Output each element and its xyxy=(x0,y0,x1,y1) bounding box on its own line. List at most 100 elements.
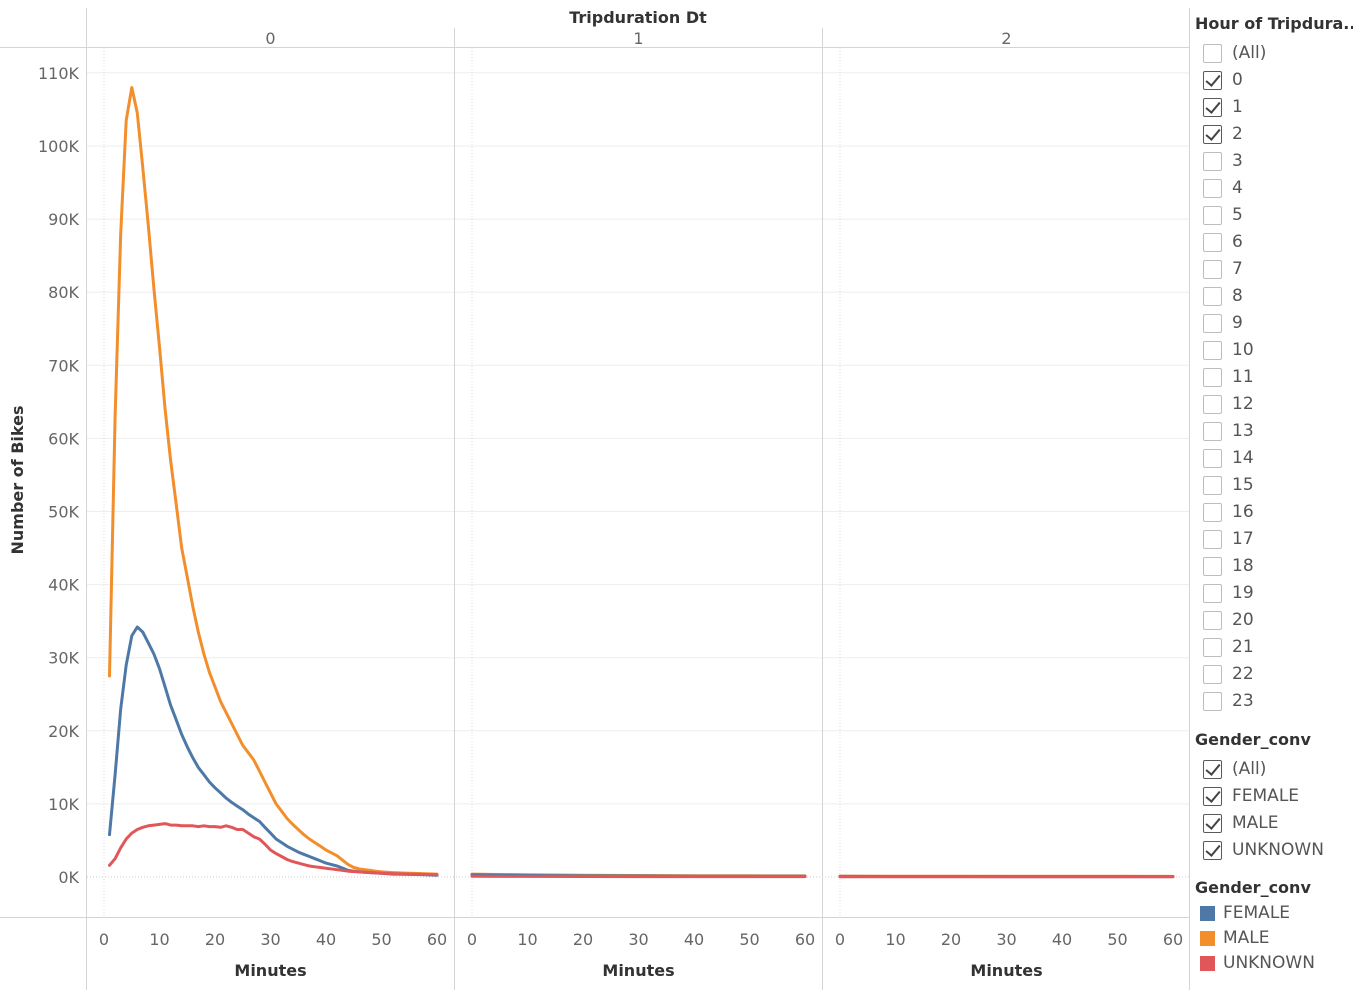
checkbox[interactable] xyxy=(1203,152,1222,171)
hour-filter-option[interactable]: 13 xyxy=(1203,418,1254,444)
checked-checkbox[interactable] xyxy=(1203,787,1222,806)
checkbox[interactable] xyxy=(1203,44,1222,63)
x-axis-title: Minutes xyxy=(234,961,306,980)
hour-filter-option[interactable]: 5 xyxy=(1203,202,1243,228)
hour-filter-option[interactable]: 10 xyxy=(1203,337,1254,363)
y-axis-title: Number of Bikes xyxy=(8,405,27,554)
legend-item[interactable]: UNKNOWN xyxy=(1200,951,1315,975)
hour-filter-option[interactable]: 21 xyxy=(1203,634,1254,660)
hour-filter-option-label: 19 xyxy=(1232,583,1254,603)
checkbox[interactable] xyxy=(1203,206,1222,225)
panel-header: 1 xyxy=(633,29,643,48)
legend-label: FEMALE xyxy=(1223,903,1290,923)
hour-filter-option-label: 13 xyxy=(1232,421,1254,441)
x-tick-label: 0 xyxy=(467,930,477,949)
hour-filter-option-label: 12 xyxy=(1232,394,1254,414)
hour-filter-option[interactable]: 3 xyxy=(1203,148,1243,174)
checkbox[interactable] xyxy=(1203,449,1222,468)
gender-filter-option[interactable]: (All) xyxy=(1203,756,1266,782)
checkbox[interactable] xyxy=(1203,260,1222,279)
hour-filter-option[interactable]: 16 xyxy=(1203,499,1254,525)
legend-label: MALE xyxy=(1223,928,1270,948)
checkbox[interactable] xyxy=(1203,476,1222,495)
hour-filter-option[interactable]: 0 xyxy=(1203,67,1243,93)
hour-filter-option[interactable]: 1 xyxy=(1203,94,1243,120)
hour-filter-option-label: 6 xyxy=(1232,232,1243,252)
checkbox[interactable] xyxy=(1203,341,1222,360)
checkbox[interactable] xyxy=(1203,503,1222,522)
hour-filter-option[interactable]: 23 xyxy=(1203,688,1254,714)
hour-filter-option[interactable]: 12 xyxy=(1203,391,1254,417)
checked-checkbox[interactable] xyxy=(1203,841,1222,860)
series-line-female-panel-0 xyxy=(110,627,438,875)
legend-title: Gender_conv xyxy=(1195,878,1353,897)
hour-filter-option[interactable]: 8 xyxy=(1203,283,1243,309)
checked-checkbox[interactable] xyxy=(1203,760,1222,779)
x-tick-label: 10 xyxy=(149,930,169,949)
hour-filter-option[interactable]: 18 xyxy=(1203,553,1254,579)
checkbox[interactable] xyxy=(1203,287,1222,306)
hour-filter-option[interactable]: 15 xyxy=(1203,472,1254,498)
hour-filter-option[interactable]: 4 xyxy=(1203,175,1243,201)
gender-filter-option[interactable]: MALE xyxy=(1203,810,1279,836)
x-tick-label: 40 xyxy=(1052,930,1072,949)
x-axis-title: Minutes xyxy=(970,961,1042,980)
x-tick-label: 50 xyxy=(371,930,391,949)
checkbox[interactable] xyxy=(1203,584,1222,603)
hour-filter-option-label: 15 xyxy=(1232,475,1254,495)
y-tick-label: 30K xyxy=(48,649,79,668)
hour-filter-option[interactable]: 2 xyxy=(1203,121,1243,147)
checkbox[interactable] xyxy=(1203,692,1222,711)
checkbox[interactable] xyxy=(1203,314,1222,333)
hour-filter-option[interactable]: 14 xyxy=(1203,445,1254,471)
legend-item[interactable]: MALE xyxy=(1200,926,1270,950)
hour-filter-option[interactable]: 11 xyxy=(1203,364,1254,390)
hour-filter-option[interactable]: 6 xyxy=(1203,229,1243,255)
hour-filter-option[interactable]: 22 xyxy=(1203,661,1254,687)
checkbox[interactable] xyxy=(1203,233,1222,252)
checkbox[interactable] xyxy=(1203,557,1222,576)
hour-filter-option-label: 8 xyxy=(1232,286,1243,306)
checkbox[interactable] xyxy=(1203,179,1222,198)
x-tick-label: 0 xyxy=(99,930,109,949)
gender-filter-option[interactable]: FEMALE xyxy=(1203,783,1299,809)
gender-filter-option-label: MALE xyxy=(1232,813,1279,833)
hour-filter-title: Hour of Tripdura.. xyxy=(1195,14,1353,33)
hour-filter-option-label: 16 xyxy=(1232,502,1254,522)
hour-filter-option-label: (All) xyxy=(1232,43,1266,63)
hour-filter-option[interactable]: 7 xyxy=(1203,256,1243,282)
checkbox[interactable] xyxy=(1203,422,1222,441)
hour-filter-option[interactable]: (All) xyxy=(1203,40,1266,66)
checked-checkbox[interactable] xyxy=(1203,814,1222,833)
checked-checkbox[interactable] xyxy=(1203,71,1222,90)
hour-filter-option-label: 7 xyxy=(1232,259,1243,279)
series-line-male-panel-0 xyxy=(110,88,438,875)
checkbox[interactable] xyxy=(1203,395,1222,414)
hour-filter-option-label: 5 xyxy=(1232,205,1243,225)
hour-filter-option[interactable]: 9 xyxy=(1203,310,1243,336)
hour-filter-option-label: 21 xyxy=(1232,637,1254,657)
legend-swatch xyxy=(1200,931,1215,946)
checkbox[interactable] xyxy=(1203,530,1222,549)
hour-filter-option[interactable]: 17 xyxy=(1203,526,1254,552)
x-tick-label: 20 xyxy=(573,930,593,949)
legend-swatch xyxy=(1200,906,1215,921)
checkbox[interactable] xyxy=(1203,368,1222,387)
checkbox[interactable] xyxy=(1203,611,1222,630)
y-tick-label: 70K xyxy=(48,356,79,375)
hour-filter-option-label: 23 xyxy=(1232,691,1254,711)
checkbox[interactable] xyxy=(1203,665,1222,684)
hour-filter-option-label: 22 xyxy=(1232,664,1254,684)
checked-checkbox[interactable] xyxy=(1203,125,1222,144)
hour-filter-option[interactable]: 19 xyxy=(1203,580,1254,606)
checkbox[interactable] xyxy=(1203,638,1222,657)
gender-filter-option[interactable]: UNKNOWN xyxy=(1203,837,1324,863)
checked-checkbox[interactable] xyxy=(1203,98,1222,117)
x-tick-label: 10 xyxy=(885,930,905,949)
legend-item[interactable]: FEMALE xyxy=(1200,901,1290,925)
hour-filter-option[interactable]: 20 xyxy=(1203,607,1254,633)
y-tick-label: 10K xyxy=(48,795,79,814)
x-axis-title: Minutes xyxy=(602,961,674,980)
